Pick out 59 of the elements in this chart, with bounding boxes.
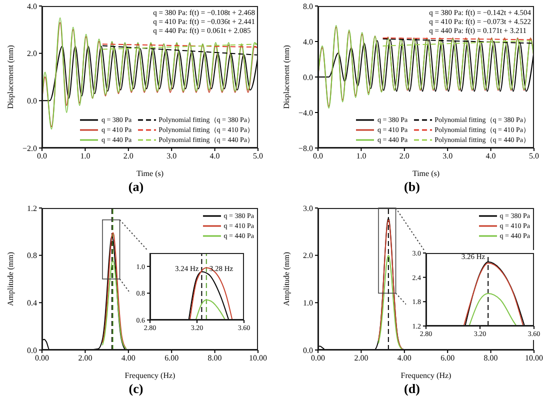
text: (d) [403, 380, 421, 398]
x-axis-title: Frequency (Hz) [400, 371, 452, 380]
line-series [378, 254, 403, 350]
y-tick-label: 0.4 [27, 298, 37, 308]
y-tick-label: 4.0 [27, 2, 37, 11]
y-tick-label: 1.2 [27, 204, 37, 213]
x-tick-label: 0.00 [35, 354, 49, 363]
x-tick-label: 10.00 [249, 354, 267, 363]
x-tick-label: 6.00 [164, 354, 179, 363]
x-tick-label: 0.0 [313, 152, 323, 161]
line-series [102, 260, 127, 350]
y-tick-label: −4.0 [298, 108, 313, 118]
x-tick-label: 10.00 [525, 354, 543, 363]
x-tick-label: 1.0 [356, 152, 366, 161]
x-tick-label: 3.0 [442, 152, 453, 161]
y-tick-label: 0.0 [27, 346, 37, 355]
text: (c) [128, 380, 144, 398]
line-series [195, 299, 226, 320]
x-tick-label: 2.0 [399, 152, 410, 161]
x-tick-label: 3.0 [166, 152, 177, 161]
x-tick-label: 8.00 [208, 354, 222, 363]
y-tick-label: 3.0 [303, 204, 313, 213]
line-series [378, 219, 403, 350]
y-axis-title: Amplitude (mm) [282, 252, 291, 306]
x-tick-label: 8.00 [484, 354, 498, 363]
x-tick-label: 4.0 [210, 152, 220, 161]
x-tick-label: 5.0 [253, 152, 263, 161]
y-tick-label: −8.0 [298, 144, 313, 153]
y-tick-label: 2.0 [27, 49, 37, 58]
text: (b) [403, 178, 421, 196]
x-tick-label: 4.0 [486, 152, 496, 161]
x-axis-title: Time (s) [136, 169, 164, 178]
y-axis-title: Displacement (mm) [6, 44, 15, 109]
x-tick-label: 0.0 [37, 152, 47, 161]
y-axis-title: Displacement (mm) [282, 44, 291, 109]
y-tick-label: 8.0 [303, 2, 313, 11]
y-tick-label: 0.8 [27, 251, 37, 260]
x-tick-label: 5.0 [529, 152, 539, 161]
line-series [102, 232, 127, 350]
x-axis-title: Time (s) [412, 169, 440, 178]
x-tick-label: 1.0 [80, 152, 90, 161]
x-tick-label: 4.00 [121, 354, 136, 363]
y-tick-label: −2.0 [22, 144, 37, 153]
x-axis-title: Frequency (Hz) [124, 371, 176, 380]
y-tick-label: 0.0 [27, 96, 37, 106]
x-tick-label: 6.00 [440, 354, 455, 363]
x-tick-label: 2.00 [78, 354, 92, 363]
y-tick-label: 1.0 [303, 298, 313, 308]
y-tick-label: 0.0 [303, 346, 313, 355]
y-tick-label: 2.0 [303, 251, 313, 260]
x-tick-label: 0.00 [311, 354, 325, 363]
y-axis-title: Amplitude (mm) [6, 252, 15, 306]
y-tick-label: 0.0 [303, 72, 313, 82]
x-tick-label: 2.0 [123, 152, 134, 161]
line-series [468, 293, 517, 326]
text: (a) [127, 178, 145, 196]
y-tick-label: 4.0 [303, 37, 313, 46]
x-tick-label: 2.00 [354, 354, 368, 363]
x-tick-label: 4.00 [397, 354, 412, 363]
